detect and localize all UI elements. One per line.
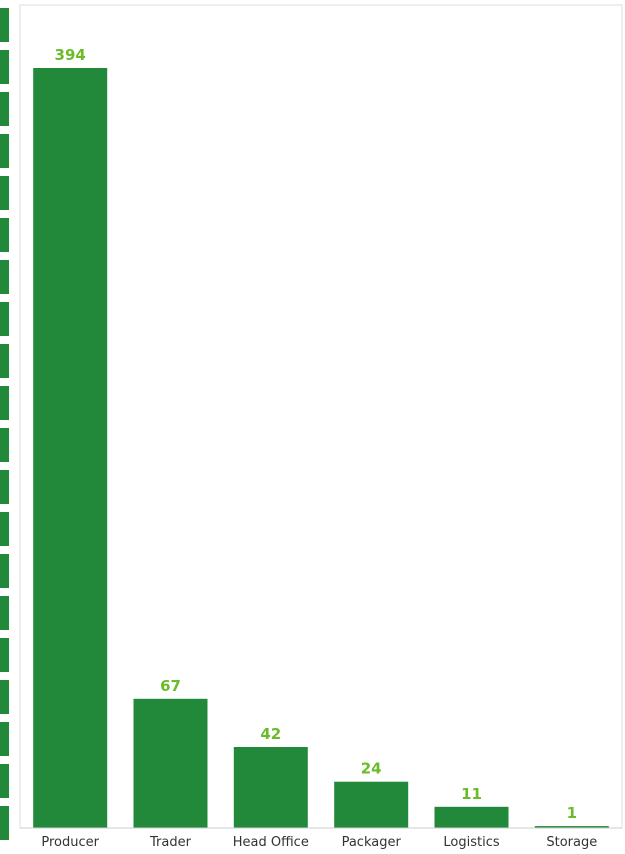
- left-strip-segment: [0, 428, 9, 462]
- left-strip-segment: [0, 554, 9, 588]
- value-label: 1: [567, 804, 577, 822]
- left-strip: [0, 8, 9, 840]
- x-tick-label: Head Office: [233, 835, 309, 850]
- plot-frame: [19, 4, 623, 829]
- x-tick-labels-group: Producer Trader Head Office Packager Logisti…: [41, 835, 597, 850]
- x-tick-label: Packager: [342, 835, 402, 850]
- x-tick-label: Logistics: [443, 835, 499, 850]
- x-tick-label: Storage: [546, 835, 597, 850]
- left-strip-segment: [0, 512, 9, 546]
- value-label: 42: [260, 725, 281, 743]
- left-strip-segment: [0, 50, 9, 84]
- left-strip-segment: [0, 134, 9, 168]
- left-strip-segment: [0, 596, 9, 630]
- left-strip-segment: [0, 344, 9, 378]
- left-strip-segment: [0, 8, 9, 42]
- left-strip-segment: [0, 92, 9, 126]
- left-strip-segment: [0, 218, 9, 252]
- left-strip-segment: [0, 680, 9, 714]
- value-label: 394: [55, 46, 86, 64]
- x-tick-label: Producer: [41, 835, 99, 850]
- left-strip-segment: [0, 764, 9, 798]
- value-label: 11: [461, 785, 482, 803]
- left-strip-segment: [0, 386, 9, 420]
- bar-packager[interactable]: [334, 781, 409, 828]
- bar-head-office[interactable]: [233, 747, 308, 828]
- value-label: 67: [160, 677, 181, 695]
- x-tick-label: Trader: [149, 835, 192, 850]
- left-strip-segment: [0, 470, 9, 504]
- bar-logistics[interactable]: [434, 806, 509, 828]
- value-label: 24: [361, 760, 382, 778]
- bar-producer[interactable]: [33, 68, 108, 828]
- left-strip-segment: [0, 176, 9, 210]
- left-strip-segment: [0, 638, 9, 672]
- left-strip-segment: [0, 722, 9, 756]
- bar-trader[interactable]: [133, 698, 208, 828]
- bar-storage[interactable]: [534, 826, 609, 828]
- left-strip-segment: [0, 260, 9, 294]
- left-strip-segment: [0, 302, 9, 336]
- bars-group: [33, 68, 609, 828]
- left-strip-segment: [0, 806, 9, 840]
